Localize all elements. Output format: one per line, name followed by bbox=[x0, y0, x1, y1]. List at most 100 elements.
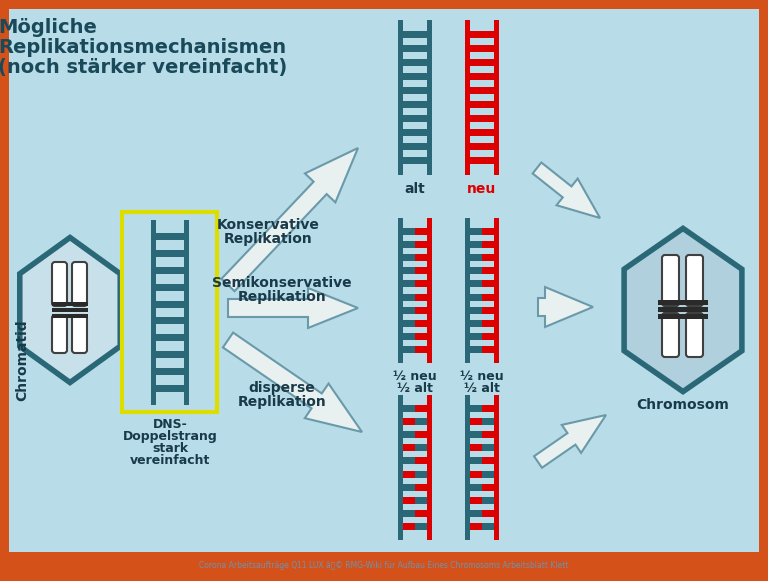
Bar bbox=[170, 334, 184, 341]
FancyArrow shape bbox=[228, 288, 358, 328]
Bar bbox=[415, 101, 427, 108]
Polygon shape bbox=[20, 238, 121, 382]
Bar bbox=[658, 314, 708, 319]
Bar bbox=[403, 73, 415, 80]
Bar bbox=[427, 20, 432, 175]
Bar bbox=[470, 471, 482, 478]
Bar bbox=[470, 346, 482, 353]
Text: Replikation: Replikation bbox=[223, 232, 313, 246]
Bar bbox=[398, 395, 403, 540]
Bar bbox=[470, 405, 482, 412]
Text: alt: alt bbox=[405, 182, 425, 196]
Bar bbox=[403, 471, 415, 478]
Text: ½ alt: ½ alt bbox=[397, 382, 433, 395]
Bar bbox=[482, 254, 494, 261]
Bar bbox=[403, 431, 415, 438]
Bar bbox=[482, 31, 494, 38]
Bar bbox=[470, 497, 482, 504]
Bar bbox=[403, 129, 415, 136]
Bar bbox=[494, 218, 499, 363]
Bar bbox=[156, 351, 170, 358]
Bar bbox=[52, 302, 88, 306]
Bar bbox=[470, 320, 482, 327]
Bar bbox=[156, 267, 170, 274]
Bar bbox=[470, 87, 482, 94]
Bar bbox=[415, 510, 427, 517]
Bar bbox=[415, 115, 427, 122]
Bar bbox=[156, 385, 170, 392]
Bar bbox=[403, 267, 415, 274]
Bar bbox=[403, 101, 415, 108]
FancyBboxPatch shape bbox=[662, 255, 679, 306]
Bar bbox=[403, 45, 415, 52]
Bar bbox=[482, 228, 494, 235]
Bar bbox=[156, 317, 170, 324]
Bar bbox=[403, 405, 415, 412]
Text: Replikation: Replikation bbox=[237, 395, 326, 409]
Bar bbox=[482, 418, 494, 425]
Bar bbox=[470, 254, 482, 261]
Bar bbox=[156, 234, 170, 241]
Bar bbox=[403, 254, 415, 261]
Bar bbox=[403, 144, 415, 150]
Bar bbox=[494, 20, 499, 175]
Bar bbox=[470, 31, 482, 38]
Bar bbox=[403, 346, 415, 353]
Bar bbox=[415, 333, 427, 340]
Bar bbox=[403, 333, 415, 340]
Bar bbox=[470, 101, 482, 108]
Text: ½ alt: ½ alt bbox=[464, 382, 500, 395]
FancyArrow shape bbox=[221, 148, 358, 291]
Bar bbox=[494, 395, 499, 540]
Bar bbox=[482, 281, 494, 288]
Bar bbox=[470, 59, 482, 66]
Bar bbox=[415, 523, 427, 530]
FancyBboxPatch shape bbox=[72, 262, 87, 306]
Bar bbox=[403, 320, 415, 327]
Bar bbox=[415, 497, 427, 504]
Bar bbox=[482, 73, 494, 80]
Bar bbox=[415, 45, 427, 52]
Bar bbox=[415, 87, 427, 94]
Bar bbox=[470, 293, 482, 300]
Bar bbox=[415, 281, 427, 288]
Bar bbox=[403, 241, 415, 248]
Bar bbox=[482, 45, 494, 52]
Bar bbox=[156, 250, 170, 257]
Text: stark: stark bbox=[152, 442, 188, 455]
Text: Chromatid: Chromatid bbox=[15, 319, 29, 401]
Bar bbox=[658, 307, 708, 312]
Bar bbox=[470, 115, 482, 122]
Bar bbox=[470, 431, 482, 438]
FancyArrow shape bbox=[538, 287, 593, 327]
Bar bbox=[415, 484, 427, 491]
FancyArrow shape bbox=[534, 415, 606, 468]
FancyBboxPatch shape bbox=[52, 262, 67, 306]
Text: disperse: disperse bbox=[249, 381, 316, 395]
Text: DNS-: DNS- bbox=[153, 418, 187, 431]
Bar bbox=[52, 308, 88, 312]
Text: Chromosom: Chromosom bbox=[637, 398, 730, 412]
Bar bbox=[415, 418, 427, 425]
Bar bbox=[482, 307, 494, 314]
FancyBboxPatch shape bbox=[52, 315, 67, 353]
Bar bbox=[482, 293, 494, 300]
Bar bbox=[482, 267, 494, 274]
Bar bbox=[415, 129, 427, 136]
Bar bbox=[403, 281, 415, 288]
Polygon shape bbox=[624, 228, 742, 392]
Bar bbox=[170, 351, 184, 358]
Bar bbox=[403, 115, 415, 122]
Bar bbox=[403, 523, 415, 530]
Bar bbox=[470, 144, 482, 150]
Bar bbox=[403, 293, 415, 300]
Bar bbox=[0, 553, 768, 581]
Bar bbox=[482, 431, 494, 438]
Bar bbox=[170, 267, 184, 274]
Bar bbox=[403, 444, 415, 451]
Bar bbox=[170, 385, 184, 392]
Text: ½ neu: ½ neu bbox=[393, 370, 437, 383]
Bar bbox=[403, 87, 415, 94]
Text: Replikationsmechanismen: Replikationsmechanismen bbox=[0, 38, 286, 57]
Bar bbox=[482, 87, 494, 94]
